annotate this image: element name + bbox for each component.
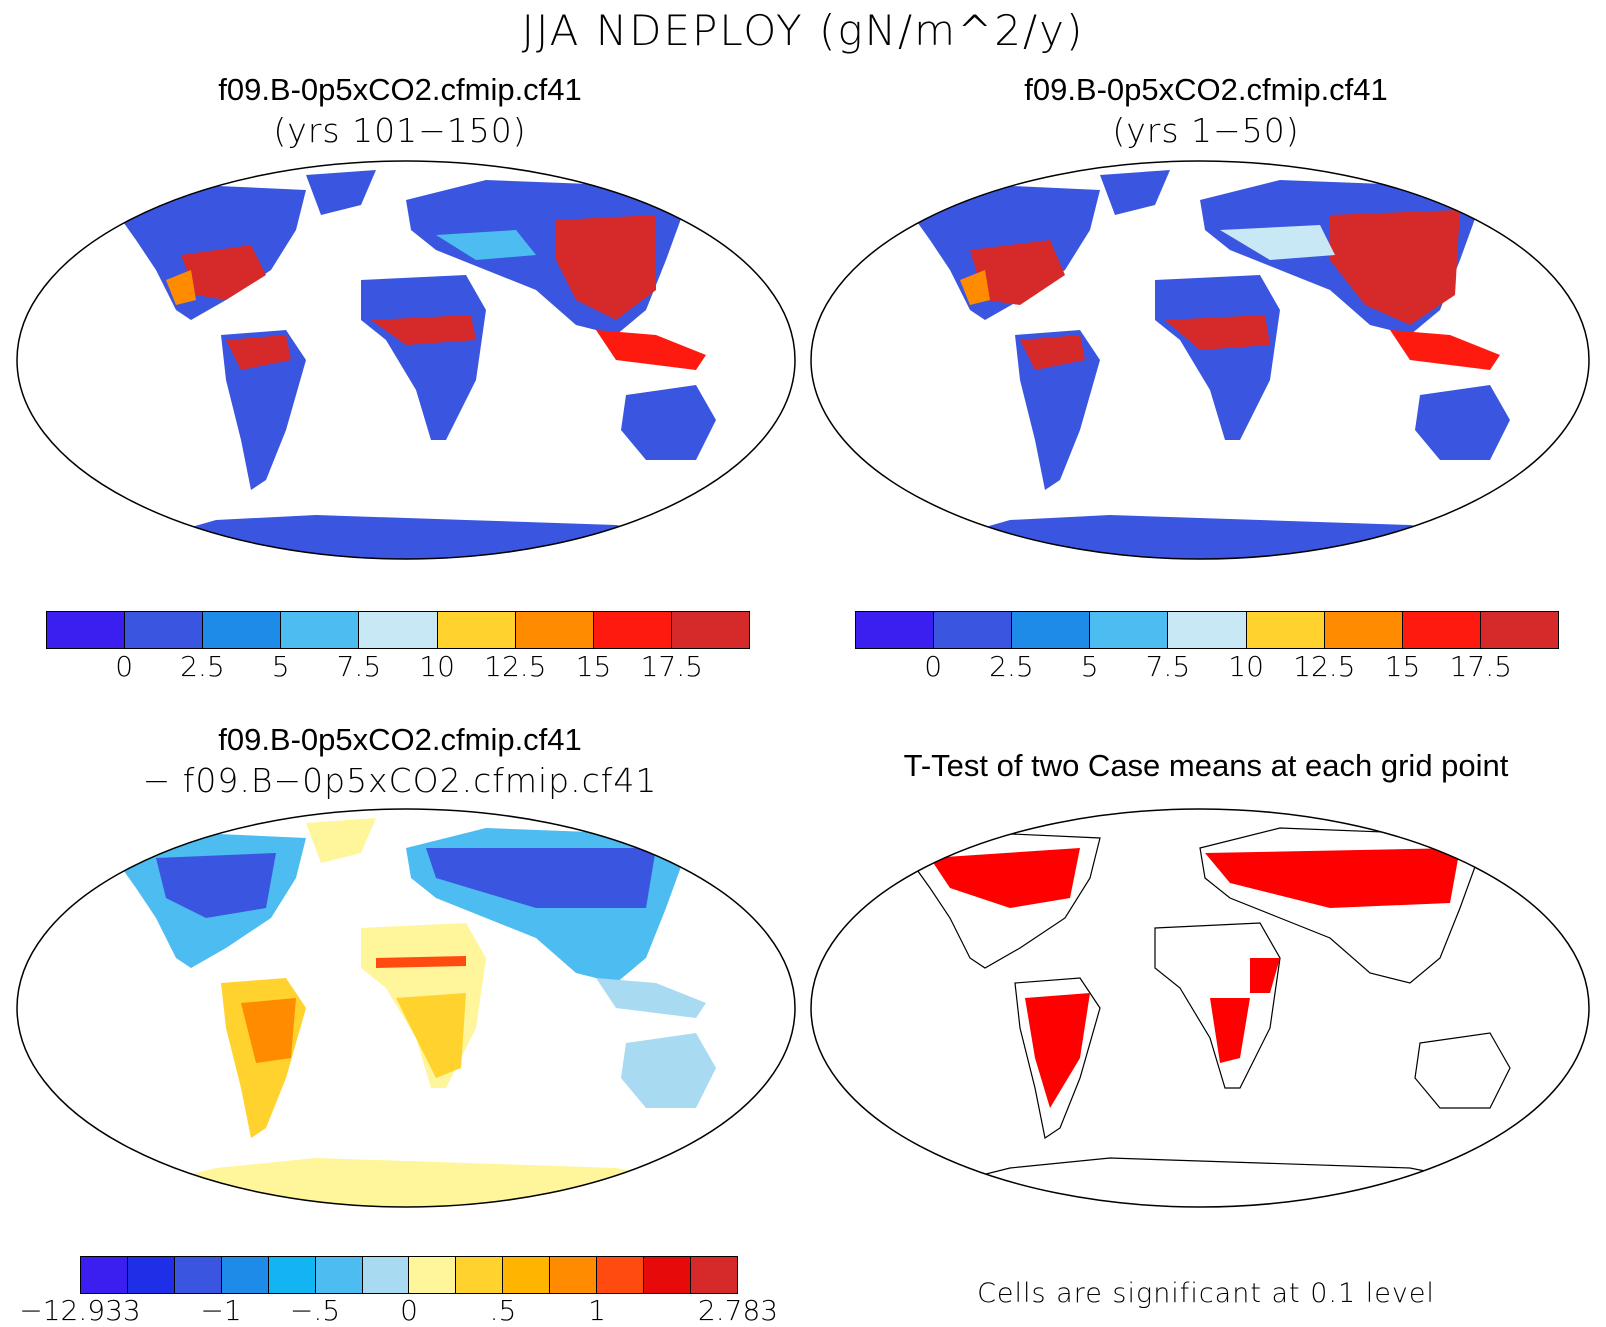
greenland	[306, 170, 376, 215]
colorbar-swatch	[1090, 612, 1169, 648]
colorbar-swatch	[597, 1257, 645, 1293]
colorbar-tick-label: .5	[489, 1294, 517, 1327]
panel-1-colorbar	[46, 611, 750, 649]
colorbar-swatch	[1480, 612, 1558, 648]
colorbar-tick-label: 15	[575, 650, 612, 683]
colorbar-tick-label: 7.5	[336, 650, 382, 683]
colorbar-swatch	[174, 1257, 222, 1293]
colorbar-swatch	[1012, 612, 1091, 648]
colorbar-swatch	[456, 1257, 504, 1293]
panel-4-footnote: Cells are significant at 0.1 level	[977, 1278, 1435, 1309]
colorbar-tick-label: 17.5	[640, 650, 703, 683]
panel-3-map	[16, 808, 796, 1208]
colorbar-tick-label: −12.933	[19, 1294, 141, 1327]
colorbar-tick-label: 12.5	[484, 650, 547, 683]
colorbar-tick-label: 1	[588, 1294, 606, 1327]
colorbar-swatch	[281, 612, 360, 648]
colorbar-swatch	[1402, 612, 1481, 648]
colorbar-tick-label: 12.5	[1293, 650, 1356, 683]
colorbar-swatch	[550, 1257, 598, 1293]
colorbar-tick-label: 15	[1384, 650, 1421, 683]
colorbar-tick-label: −1	[200, 1294, 242, 1327]
colorbar-swatch	[1324, 612, 1403, 648]
colorbar-tick-label: 0	[115, 650, 134, 683]
colorbar-tick-label: 2.5	[180, 650, 225, 683]
panel-2-subtitle: (yrs 1−50)	[1112, 111, 1300, 150]
panel-2-colorbar-labels: 0 2.5 5 7.5 10 12.5 15 17.5	[855, 650, 1559, 690]
colorbar-swatch	[1246, 612, 1325, 648]
colorbar-swatch	[362, 1257, 410, 1293]
panel-3-title: f09.B-0p5xCO2.cfmip.cf41	[218, 722, 582, 757]
colorbar-tick-label: 2.783	[697, 1294, 779, 1327]
colorbar-tick-label: 17.5	[1449, 650, 1512, 683]
colorbar-tick-label: 7.5	[1145, 650, 1191, 683]
colorbar-tick-label: 2.5	[989, 650, 1034, 683]
australia	[621, 385, 716, 460]
colorbar-swatch	[934, 612, 1013, 648]
colorbar-tick-label: 5	[271, 650, 290, 683]
colorbar-swatch	[409, 1257, 457, 1293]
colorbar-swatch	[47, 612, 126, 648]
colorbar-swatch	[503, 1257, 551, 1293]
colorbar-tick-label: 10	[1228, 650, 1264, 683]
colorbar-swatch	[593, 612, 672, 648]
panel-1-colorbar-labels: 0 2.5 5 7.5 10 12.5 15 17.5	[46, 650, 750, 690]
colorbar-swatch	[315, 1257, 363, 1293]
panel-4-map	[810, 808, 1590, 1208]
panel-4-title: T-Test of two Case means at each grid po…	[903, 748, 1509, 783]
panel-3-colorbar-labels: −12.933 −1 −.5 0 .5 1 2.783	[19, 1294, 778, 1327]
panel-1-map	[16, 160, 796, 560]
panel-2-colorbar	[855, 611, 1559, 649]
colorbar-swatch	[203, 612, 282, 648]
panel-3-colorbar	[80, 1256, 738, 1294]
colorbar-swatch	[515, 612, 594, 648]
colorbar-swatch	[221, 1257, 269, 1293]
colorbar-tick-label: 0	[400, 1294, 418, 1327]
colorbar-swatch	[359, 612, 438, 648]
panel-2-map	[810, 160, 1590, 560]
colorbar-swatch	[671, 612, 749, 648]
colorbar-swatch	[644, 1257, 691, 1293]
colorbar-swatch	[81, 1257, 128, 1293]
colorbar-tick-label: 10	[419, 650, 455, 683]
panel-1-subtitle: (yrs 101−150)	[273, 111, 527, 150]
panel-1-title: f09.B-0p5xCO2.cfmip.cf41	[218, 72, 582, 107]
colorbar-swatch	[268, 1257, 316, 1293]
panel-3-subtitle: − f09.B−0p5xCO2.cfmip.cf41	[142, 761, 658, 800]
panel-2-title: f09.B-0p5xCO2.cfmip.cf41	[1024, 72, 1388, 107]
colorbar-swatch	[690, 1257, 737, 1293]
colorbar-tick-label: 0	[924, 650, 943, 683]
colorbar-swatch	[125, 612, 204, 648]
colorbar-swatch	[127, 1257, 175, 1293]
south-america	[221, 330, 306, 490]
colorbar-tick-label: 5	[1080, 650, 1099, 683]
colorbar-swatch	[437, 612, 516, 648]
figure-title: JJA NDEPLOY (gN/m^2/y)	[521, 6, 1085, 55]
colorbar-swatch	[1168, 612, 1247, 648]
colorbar-swatch	[856, 612, 935, 648]
colorbar-tick-label: −.5	[289, 1294, 341, 1327]
